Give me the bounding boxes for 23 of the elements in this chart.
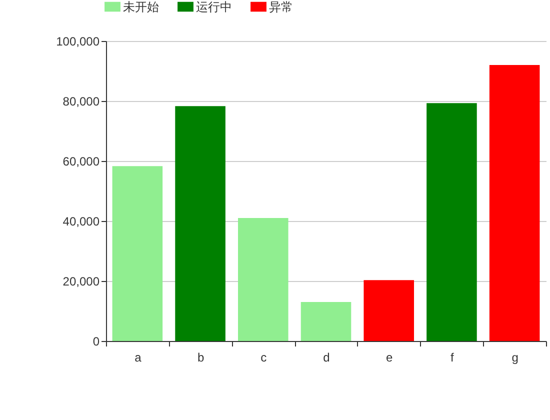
y-tick-label: 0	[92, 334, 100, 348]
x-tick-label: c	[260, 350, 267, 364]
legend-label: 未开始	[123, 0, 159, 14]
x-tick-label: g	[512, 350, 518, 364]
x-tick-label: f	[450, 350, 455, 364]
bar	[238, 218, 288, 341]
bar	[426, 103, 477, 341]
x-tick-label: d	[323, 350, 330, 364]
bar	[364, 280, 414, 341]
y-tick-label: 60,000	[62, 154, 100, 168]
bar	[175, 106, 226, 341]
y-tick-label: 80,000	[62, 94, 100, 108]
bar	[300, 302, 352, 341]
x-tick-label: b	[197, 350, 204, 364]
legend-label: 运行中	[196, 0, 232, 14]
bar	[489, 65, 540, 341]
x-tick-label: e	[386, 350, 394, 364]
x-tick-label: a	[134, 350, 142, 364]
y-tick-label: 40,000	[62, 214, 100, 228]
y-tick-label: 100,000	[56, 34, 100, 48]
legend-label: 异常	[269, 0, 293, 14]
bar	[112, 166, 163, 341]
y-tick-label: 20,000	[62, 274, 100, 288]
